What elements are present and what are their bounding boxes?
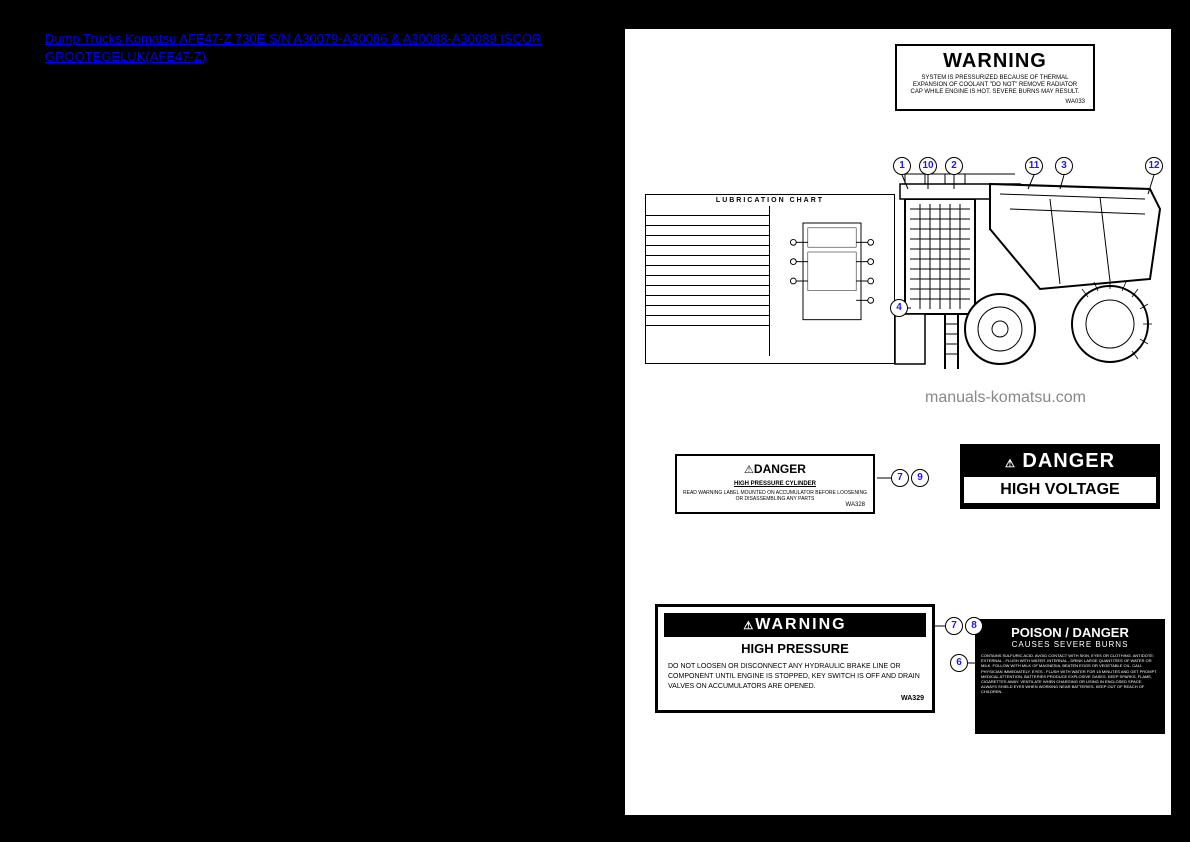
warning-body: SYSTEM IS PRESSURIZED BECAUSE OF THERMAL… bbox=[901, 73, 1089, 99]
warning-hp-sub: HIGH PRESSURE bbox=[664, 637, 926, 660]
warning-hp-title: WARNING bbox=[755, 616, 846, 633]
danger-high-voltage-plate: ⚠ DANGER HIGH VOLTAGE bbox=[960, 444, 1160, 509]
danger-hp-cylinder-plate: ⚠DANGER HIGH PRESSURE CYLINDER READ WARN… bbox=[675, 454, 875, 514]
warning-triangle-icon: ⚠ bbox=[744, 463, 754, 476]
callout-2: 2 bbox=[945, 157, 963, 175]
danger-hv-sub: HIGH VOLTAGE bbox=[964, 477, 1156, 503]
poison-title: POISON / DANGER bbox=[981, 625, 1159, 640]
callout-7: 7 bbox=[945, 617, 963, 635]
callout-4: 4 bbox=[890, 299, 908, 317]
lube-table bbox=[646, 206, 770, 356]
poison-danger-plate: POISON / DANGER CAUSES SEVERE BURNS CONT… bbox=[975, 619, 1165, 734]
callout-12: 12 bbox=[1145, 157, 1163, 175]
truck-illustration bbox=[850, 169, 1170, 369]
warning-triangle-icon: ⚠ bbox=[1005, 457, 1016, 470]
left-panel: Dump Trucks Komatsu AFE47-Z 730E S/N A30… bbox=[45, 30, 565, 66]
danger-hp-body: READ WARNING LABEL MOUNTED ON ACCUMULATO… bbox=[681, 490, 869, 502]
poison-sub: CAUSES SEVERE BURNS bbox=[981, 640, 1159, 649]
callout-6: 6 bbox=[950, 654, 968, 672]
callout-10: 10 bbox=[919, 157, 937, 175]
watermark: manuals-komatsu.com bbox=[925, 389, 1086, 407]
warning-triangle-icon: ⚠ bbox=[743, 619, 755, 632]
warning-hp-code: WA329 bbox=[664, 693, 926, 704]
warning-high-pressure-plate: ⚠WARNING HIGH PRESSURE DO NOT LOOSEN OR … bbox=[655, 604, 935, 713]
danger-hp-code: WA328 bbox=[681, 502, 869, 508]
warning-coolant-plate: WARNING SYSTEM IS PRESSURIZED BECAUSE OF… bbox=[895, 44, 1095, 111]
callout-3: 3 bbox=[1055, 157, 1073, 175]
poison-body: CONTAINS SULFURIC ACID. AVOID CONTACT WI… bbox=[981, 653, 1159, 728]
danger-hv-title: DANGER bbox=[1022, 450, 1115, 472]
danger-hp-title: DANGER bbox=[754, 462, 806, 476]
manual-page: WARNING SYSTEM IS PRESSURIZED BECAUSE OF… bbox=[625, 25, 1175, 815]
danger-hp-sub: HIGH PRESSURE CYLINDER bbox=[681, 481, 869, 487]
warning-hp-body: DO NOT LOOSEN OR DISCONNECT ANY HYDRAULI… bbox=[664, 660, 926, 693]
callout-9: 9 bbox=[911, 469, 929, 487]
callout-11: 11 bbox=[1025, 157, 1043, 175]
warning-code: WA033 bbox=[901, 99, 1089, 105]
product-link[interactable]: Dump Trucks Komatsu AFE47-Z 730E S/N A30… bbox=[45, 31, 541, 64]
callout-1: 1 bbox=[893, 157, 911, 175]
callout-8: 8 bbox=[965, 617, 983, 635]
callout-7: 7 bbox=[891, 469, 909, 487]
warning-title: WARNING bbox=[901, 50, 1089, 73]
